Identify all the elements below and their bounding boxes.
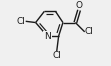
Text: Cl: Cl [17, 17, 26, 26]
Text: O: O [76, 1, 83, 10]
Text: Cl: Cl [52, 51, 61, 60]
Text: N: N [44, 32, 51, 41]
Text: Cl: Cl [85, 27, 94, 36]
